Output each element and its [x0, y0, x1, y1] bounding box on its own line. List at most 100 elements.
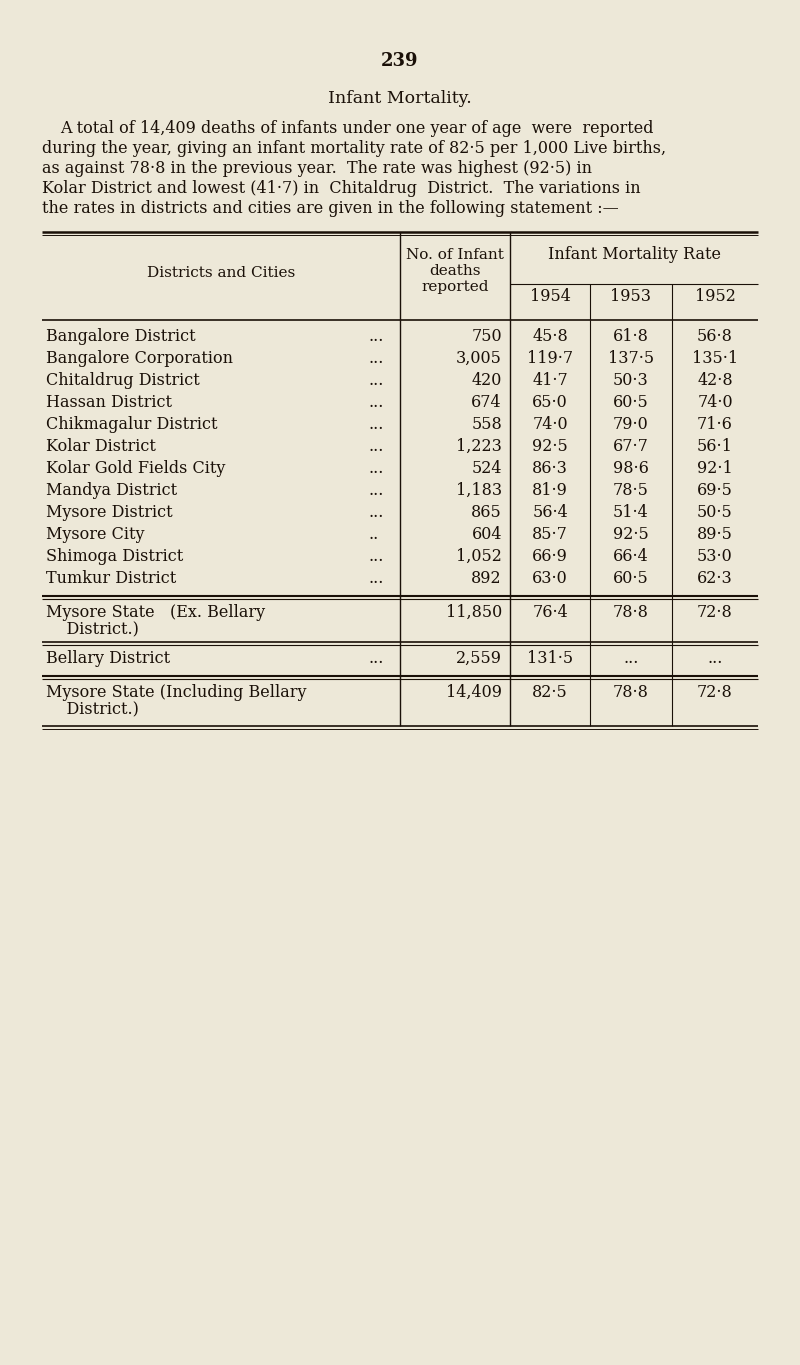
Text: 674: 674 — [471, 394, 502, 411]
Text: 50·3: 50·3 — [613, 373, 649, 389]
Text: 1952: 1952 — [694, 288, 735, 304]
Text: ...: ... — [368, 650, 383, 667]
Text: 119·7: 119·7 — [527, 349, 573, 367]
Text: Kolar District: Kolar District — [46, 438, 156, 455]
Text: 81·9: 81·9 — [532, 482, 568, 500]
Text: 78·5: 78·5 — [613, 482, 649, 500]
Text: Mysore City: Mysore City — [46, 526, 145, 543]
Text: ...: ... — [368, 328, 383, 345]
Text: 14,409: 14,409 — [446, 684, 502, 702]
Text: ...: ... — [368, 349, 383, 367]
Text: 78·8: 78·8 — [613, 684, 649, 702]
Text: 82·5: 82·5 — [532, 684, 568, 702]
Text: Districts and Cities: Districts and Cities — [147, 266, 295, 280]
Text: ...: ... — [368, 438, 383, 455]
Text: 131·5: 131·5 — [527, 650, 573, 667]
Text: 750: 750 — [471, 328, 502, 345]
Text: 72·8: 72·8 — [697, 684, 733, 702]
Text: ..: .. — [368, 526, 378, 543]
Text: 74·0: 74·0 — [697, 394, 733, 411]
Text: 42·8: 42·8 — [697, 373, 733, 389]
Text: 76·4: 76·4 — [532, 603, 568, 621]
Text: 72·8: 72·8 — [697, 603, 733, 621]
Text: ...: ... — [368, 504, 383, 521]
Text: deaths: deaths — [430, 263, 481, 278]
Text: ...: ... — [368, 482, 383, 500]
Text: 60·5: 60·5 — [613, 571, 649, 587]
Text: 1954: 1954 — [530, 288, 570, 304]
Text: 3,005: 3,005 — [456, 349, 502, 367]
Text: 865: 865 — [471, 504, 502, 521]
Text: reported: reported — [422, 280, 489, 293]
Text: 74·0: 74·0 — [532, 416, 568, 433]
Text: 63·0: 63·0 — [532, 571, 568, 587]
Text: 98·6: 98·6 — [613, 460, 649, 476]
Text: Bangalore District: Bangalore District — [46, 328, 196, 345]
Text: 2,559: 2,559 — [456, 650, 502, 667]
Text: Chitaldrug District: Chitaldrug District — [46, 373, 200, 389]
Text: 71·6: 71·6 — [697, 416, 733, 433]
Text: District.): District.) — [46, 702, 139, 718]
Text: Mandya District: Mandya District — [46, 482, 177, 500]
Text: 524: 524 — [471, 460, 502, 476]
Text: Mysore State (Including Bellary: Mysore State (Including Bellary — [46, 684, 306, 702]
Text: as against 78·8 in the previous year.  The rate was highest (92·5) in: as against 78·8 in the previous year. Th… — [42, 160, 592, 177]
Text: Hassan District: Hassan District — [46, 394, 172, 411]
Text: 92·5: 92·5 — [532, 438, 568, 455]
Text: District.): District.) — [46, 621, 139, 637]
Text: Infant Mortality.: Infant Mortality. — [328, 90, 472, 106]
Text: 85·7: 85·7 — [532, 526, 568, 543]
Text: 892: 892 — [471, 571, 502, 587]
Text: 92·5: 92·5 — [613, 526, 649, 543]
Text: 45·8: 45·8 — [532, 328, 568, 345]
Text: ...: ... — [368, 460, 383, 476]
Text: during the year, giving an infant mortality rate of 82·5 per 1,000 Live births,: during the year, giving an infant mortal… — [42, 141, 666, 157]
Text: 66·4: 66·4 — [613, 547, 649, 565]
Text: 92·1: 92·1 — [697, 460, 733, 476]
Text: Bellary District: Bellary District — [46, 650, 170, 667]
Text: 60·5: 60·5 — [613, 394, 649, 411]
Text: 41·7: 41·7 — [532, 373, 568, 389]
Text: No. of Infant: No. of Infant — [406, 248, 504, 262]
Text: 1,183: 1,183 — [456, 482, 502, 500]
Text: 11,850: 11,850 — [446, 603, 502, 621]
Text: ...: ... — [368, 373, 383, 389]
Text: the rates in districts and cities are given in the following statement :—: the rates in districts and cities are gi… — [42, 201, 618, 217]
Text: 69·5: 69·5 — [697, 482, 733, 500]
Text: Mysore District: Mysore District — [46, 504, 173, 521]
Text: 239: 239 — [382, 52, 418, 70]
Text: Tumkur District: Tumkur District — [46, 571, 176, 587]
Text: 558: 558 — [471, 416, 502, 433]
Text: ...: ... — [368, 571, 383, 587]
Text: 137·5: 137·5 — [608, 349, 654, 367]
Text: 67·7: 67·7 — [613, 438, 649, 455]
Text: Chikmagalur District: Chikmagalur District — [46, 416, 218, 433]
Text: 56·4: 56·4 — [532, 504, 568, 521]
Text: 61·8: 61·8 — [613, 328, 649, 345]
Text: Bangalore Corporation: Bangalore Corporation — [46, 349, 233, 367]
Text: 1,052: 1,052 — [456, 547, 502, 565]
Text: 51·4: 51·4 — [613, 504, 649, 521]
Text: 604: 604 — [471, 526, 502, 543]
Text: A total of 14,409 deaths of infants under one year of age  were  reported: A total of 14,409 deaths of infants unde… — [60, 120, 654, 136]
Text: Kolar Gold Fields City: Kolar Gold Fields City — [46, 460, 226, 476]
Text: 62·3: 62·3 — [697, 571, 733, 587]
Text: 78·8: 78·8 — [613, 603, 649, 621]
Text: Shimoga District: Shimoga District — [46, 547, 183, 565]
Text: Kolar District and lowest (41·7) in  Chitaldrug  District.  The variations in: Kolar District and lowest (41·7) in Chit… — [42, 180, 641, 197]
Text: 53·0: 53·0 — [697, 547, 733, 565]
Text: 135·1: 135·1 — [692, 349, 738, 367]
Text: ...: ... — [623, 650, 638, 667]
Text: 86·3: 86·3 — [532, 460, 568, 476]
Text: 420: 420 — [472, 373, 502, 389]
Text: 56·8: 56·8 — [697, 328, 733, 345]
Text: 65·0: 65·0 — [532, 394, 568, 411]
Text: 1,223: 1,223 — [456, 438, 502, 455]
Text: Mysore State   (Ex. Bellary: Mysore State (Ex. Bellary — [46, 603, 265, 621]
Text: ...: ... — [368, 416, 383, 433]
Text: 1953: 1953 — [610, 288, 651, 304]
Text: ...: ... — [368, 547, 383, 565]
Text: 89·5: 89·5 — [697, 526, 733, 543]
Text: 50·5: 50·5 — [697, 504, 733, 521]
Text: ...: ... — [707, 650, 722, 667]
